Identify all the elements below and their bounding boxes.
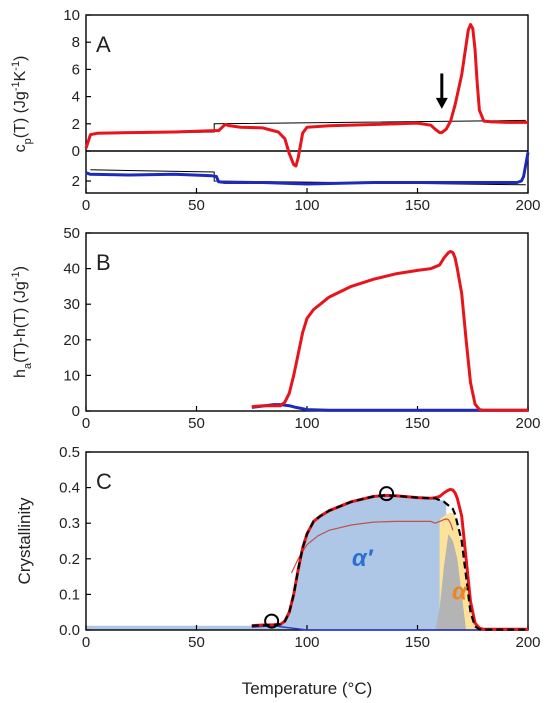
panel-a-xtick-label-3: 150 [405,197,430,214]
panel-c-series-dashed [251,494,528,631]
panel-b-xtick-label-2: 100 [294,415,319,432]
panel-a-ylabel-part-6: ) [12,56,29,61]
panel-a-series-red [84,23,528,168]
panel-a-xtick-label-2: 100 [294,197,319,214]
panel-a-ylabel-part-4: K [12,70,29,81]
panel-b-ylabel-part-3: -1 [10,271,22,281]
panel-a-label: A [96,32,111,57]
panel-b-ylabel: ha(T)-h(T) (Jg-1) [10,266,34,378]
panel-c-y-label-0: 0.5 [59,444,80,461]
panel-c-label: C [96,469,112,494]
panel-a-xtick-label-1: 50 [188,197,205,214]
panel-c-y-label-2: 0.3 [59,515,80,532]
panel-c-y-label-5: 0.0 [59,622,80,639]
panel-c-marker-0 [264,613,280,629]
panel-a-frame [85,14,529,194]
panel-b-y-label-2: 30 [63,296,80,313]
panel-c-xtick-label-1: 50 [188,634,205,651]
panel-c-alpha-prime-label: α′ [352,545,374,572]
panel-a-xtick-label-4: 200 [515,197,540,214]
panel-b-ylabel-part-1: a [22,362,34,369]
panel-c-xtick-label-2: 100 [294,634,319,651]
panel-b-y-label-4: 10 [63,367,80,384]
panel-c-ylabel: Crystallinity [15,497,34,584]
panel-b-y-label-0: 50 [63,225,80,242]
panel-b-ylabel-part-2: (T)-h(T) (Jg [12,281,29,363]
panel-c-marker-1 [379,486,395,502]
panel-a-ylabel-part-3: -1 [10,81,22,91]
panel-c-area-gray [435,533,467,630]
panel-b-y-label-5: 0 [72,403,80,420]
panel-a-y-label-0: 10 [63,7,80,24]
panel-b-xtick-label-0: 0 [82,415,90,432]
panel-a-arrow-head [435,97,448,109]
panel-a-y-label-1: 8 [72,34,80,51]
panel-b-y-label-1: 40 [63,261,80,278]
panel-c-alpha-label: α [452,579,468,606]
panel-c-xtick-label-0: 0 [82,634,90,651]
panel-c-area-alpha-prime [86,495,447,630]
panel-a-y-lower-label-0: 2 [72,173,80,190]
panel-a-ylabel: cp(T) (Jg-1K-1) [10,56,34,153]
panel-c-xlabel: Temperature (°C) [242,679,373,698]
panel-a-y-label-5: 0 [72,143,80,160]
panel-a-y-label-4: 2 [72,116,80,133]
panel-c-y-label-3: 0.2 [59,551,80,568]
panel-c-y-label-1: 0.4 [59,480,80,497]
panel-b-xtick-label-3: 150 [405,415,430,432]
panel-a-ylabel-part-0: c [12,144,29,152]
panel-a-series-blue [85,152,530,186]
panel-c-series-thin [290,518,454,574]
panel-a-ylabel-part-5: -1 [10,61,22,71]
panel-b-y-label-3: 20 [63,332,80,349]
panel-b-xtick-label-1: 50 [188,415,205,432]
panel-a-y-label-2: 6 [72,61,80,78]
panel-b-ylabel-part-4: ) [12,266,29,271]
panel-c-xtick-label-4: 200 [515,634,540,651]
panel-a-y-label-3: 4 [72,89,80,106]
panel-c-y-label-4: 0.1 [59,586,80,603]
panel-b-label: B [96,250,111,275]
panel-c-xtick-label-3: 150 [405,634,430,651]
panel-b-series-red [251,250,528,412]
panel-b-xtick-label-4: 200 [515,415,540,432]
panel-a-ylabel-part-1: p [22,138,34,144]
panel-a-ylabel-part-2: (T) (Jg [12,91,29,138]
panel-b-ylabel-part-0: h [12,369,29,378]
panel-a-xtick-label-0: 0 [82,197,90,214]
